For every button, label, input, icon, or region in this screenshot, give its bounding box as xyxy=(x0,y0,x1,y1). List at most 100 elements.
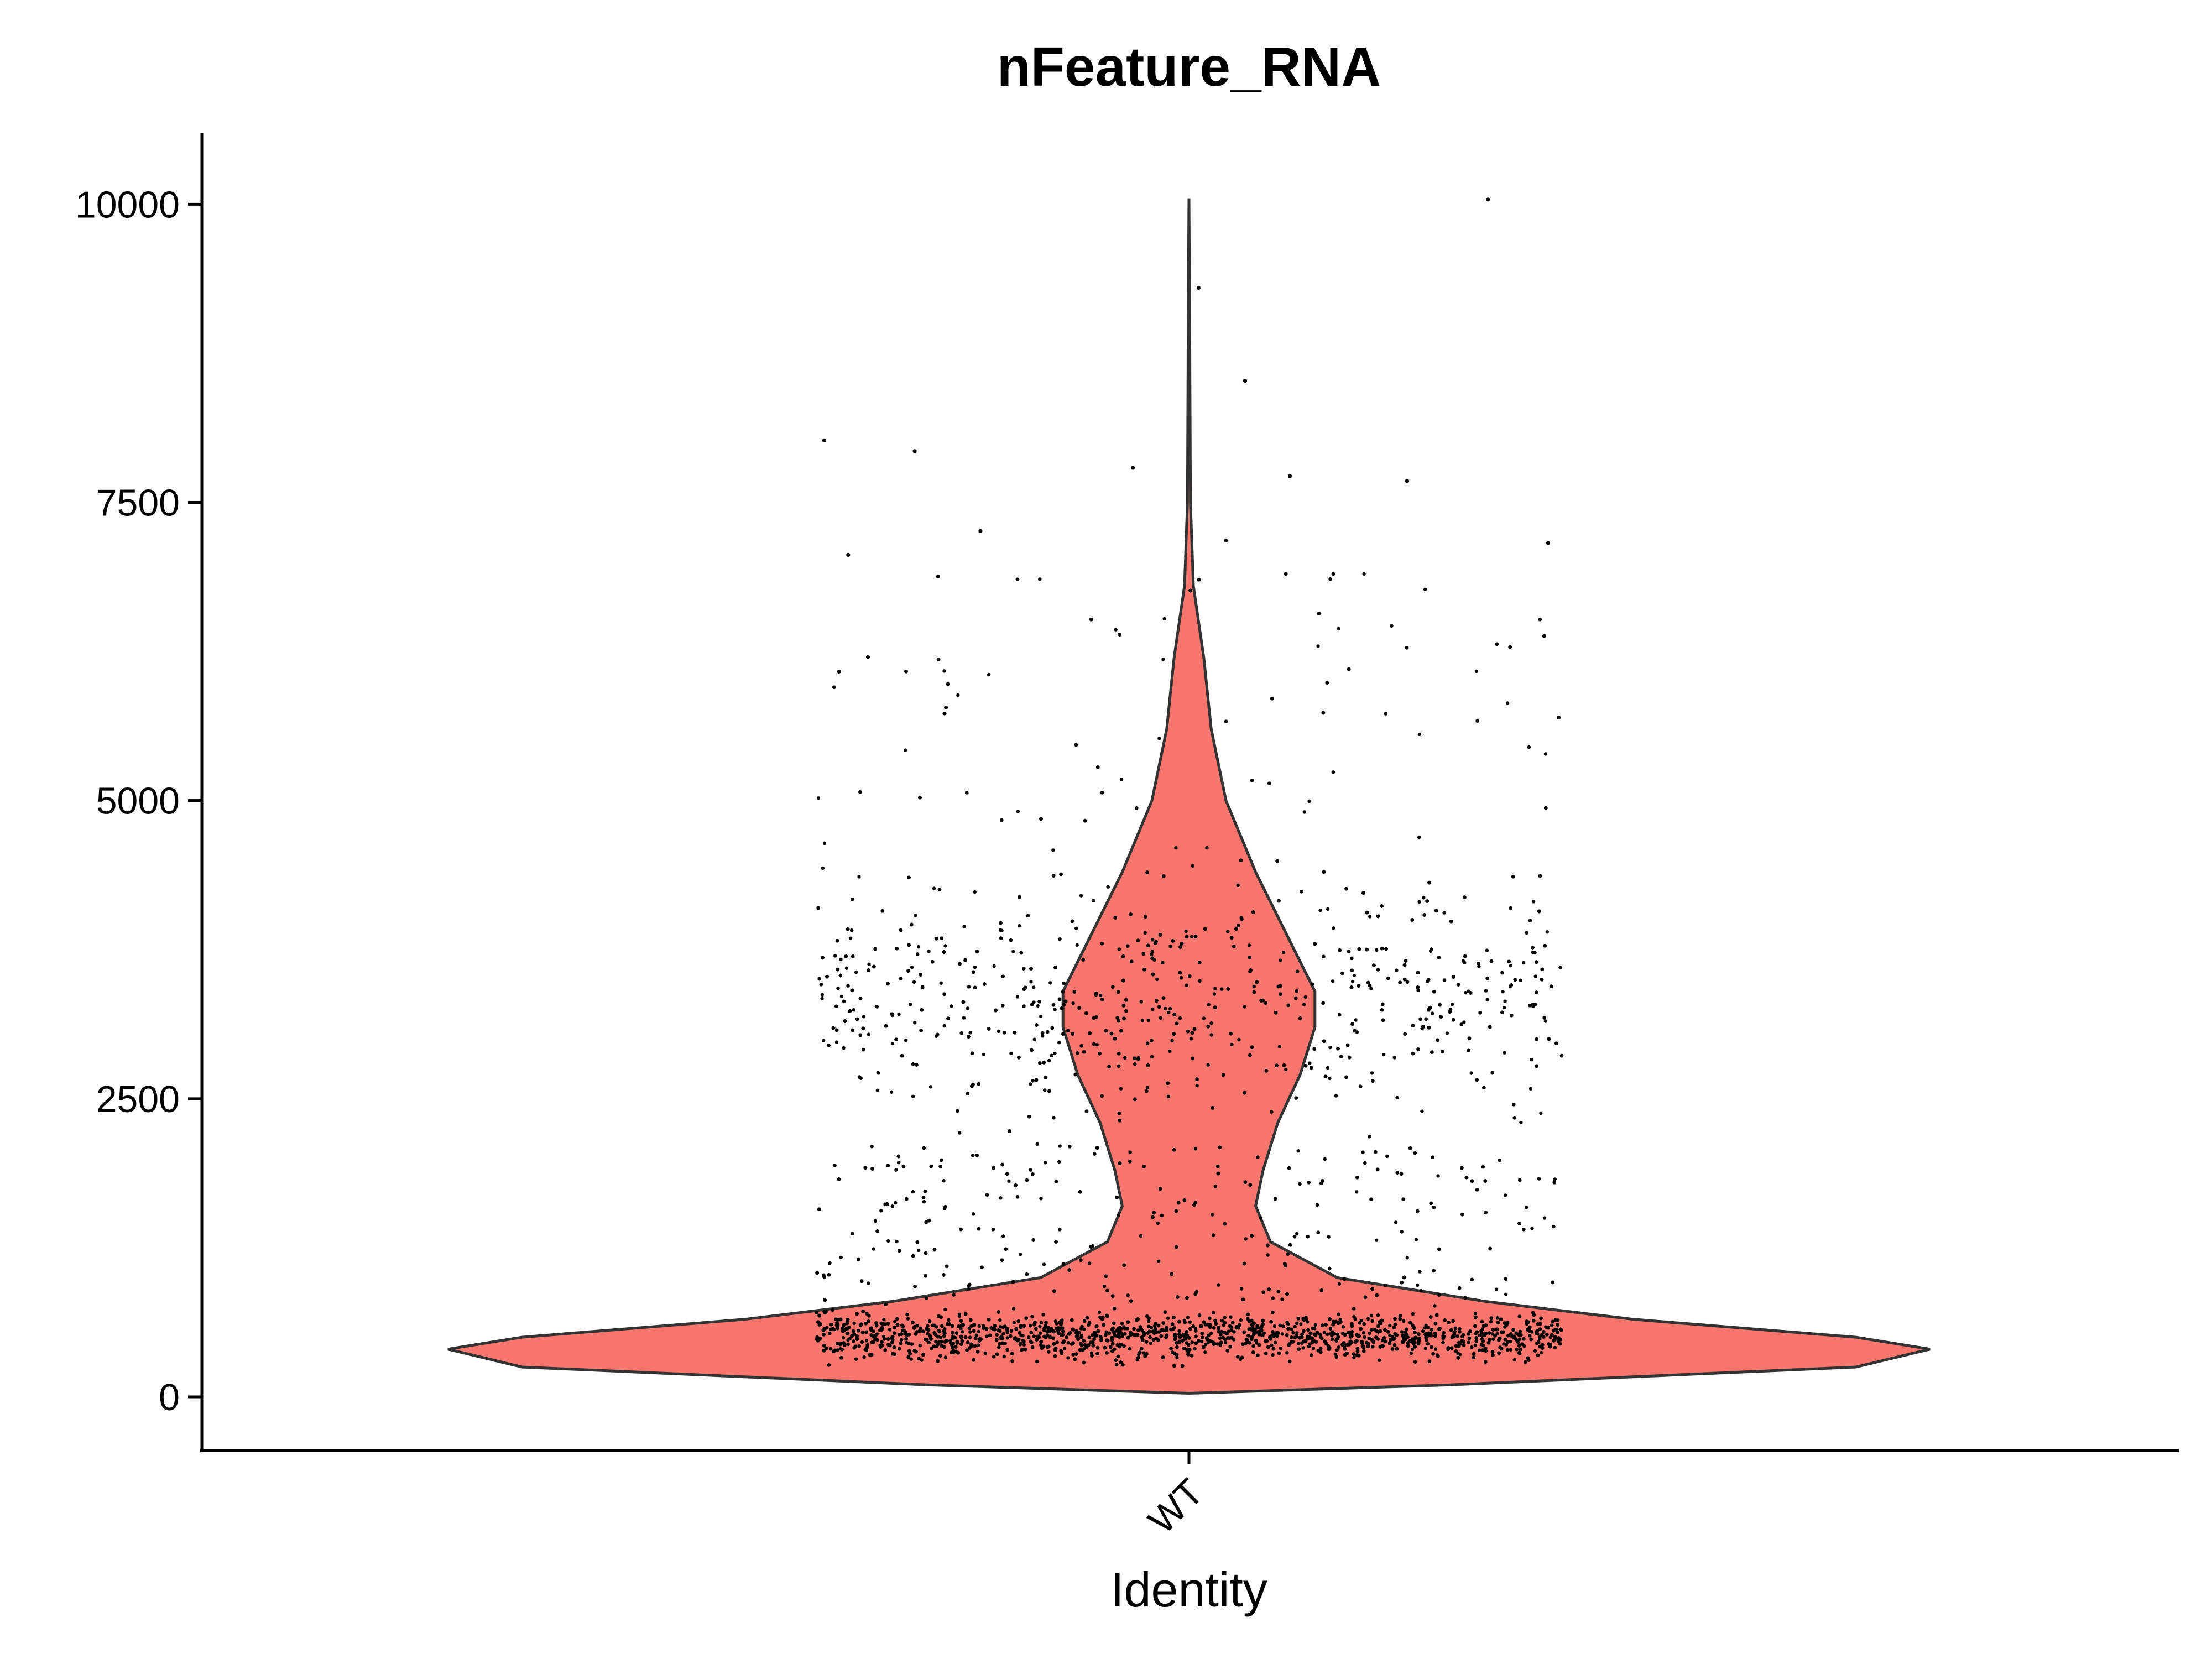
data-point xyxy=(862,1015,866,1019)
data-point xyxy=(820,997,824,1001)
data-point xyxy=(1552,1224,1556,1229)
data-point xyxy=(1002,1354,1006,1359)
data-point xyxy=(1128,1150,1132,1154)
data-point xyxy=(897,1161,901,1165)
data-point xyxy=(1326,907,1330,911)
data-point xyxy=(1395,1095,1399,1100)
data-point xyxy=(938,1335,943,1340)
data-point xyxy=(893,1319,897,1324)
data-point xyxy=(1239,1287,1244,1291)
data-point xyxy=(1190,935,1194,939)
data-point xyxy=(1087,1261,1092,1265)
data-point xyxy=(950,1004,953,1008)
data-point xyxy=(1528,1334,1532,1338)
data-point xyxy=(1481,1348,1485,1352)
data-point xyxy=(1043,1161,1047,1165)
data-point xyxy=(1533,974,1537,978)
data-point xyxy=(911,1094,915,1099)
data-point xyxy=(922,1200,926,1204)
data-point xyxy=(1380,1008,1384,1012)
data-point xyxy=(1209,1021,1213,1025)
data-point xyxy=(1521,961,1526,965)
data-point xyxy=(1016,1319,1020,1323)
data-point xyxy=(1053,1051,1057,1056)
data-point xyxy=(1505,1348,1510,1352)
data-point xyxy=(1469,1071,1473,1075)
data-point xyxy=(1159,1016,1162,1020)
data-point xyxy=(1209,1331,1213,1335)
data-point xyxy=(1022,1343,1026,1347)
data-point xyxy=(937,1329,941,1334)
data-point xyxy=(1474,669,1478,674)
data-point xyxy=(1378,1358,1381,1362)
data-point xyxy=(842,1046,846,1050)
data-point xyxy=(1218,1336,1222,1340)
data-point xyxy=(1293,1324,1297,1329)
data-point xyxy=(1361,1331,1366,1335)
data-point xyxy=(1307,1181,1311,1185)
data-point xyxy=(1318,1333,1322,1337)
data-point xyxy=(854,1357,858,1361)
data-point xyxy=(839,1255,843,1260)
data-point xyxy=(870,1145,874,1149)
data-point xyxy=(1018,1253,1022,1256)
data-point xyxy=(1494,1287,1499,1291)
data-point xyxy=(828,1347,833,1351)
data-point xyxy=(1500,971,1504,975)
data-point xyxy=(1301,1329,1306,1334)
data-point xyxy=(927,950,931,953)
data-point xyxy=(1352,1352,1355,1356)
data-point xyxy=(1239,1318,1243,1322)
data-point xyxy=(1509,1339,1512,1344)
data-point xyxy=(1381,1338,1385,1343)
data-point xyxy=(1039,1197,1043,1201)
data-point xyxy=(1117,1064,1121,1068)
data-point xyxy=(1030,1314,1034,1319)
data-point xyxy=(1301,1346,1305,1350)
data-point xyxy=(1503,1193,1507,1197)
data-point xyxy=(1427,978,1431,982)
data-point xyxy=(1212,992,1217,996)
data-point xyxy=(1204,1342,1208,1347)
data-point xyxy=(957,1312,962,1316)
data-point xyxy=(916,952,920,956)
data-point xyxy=(1035,1359,1039,1364)
data-point xyxy=(1145,1089,1149,1093)
data-point xyxy=(1047,1350,1051,1354)
data-point xyxy=(1376,968,1380,972)
data-point xyxy=(1265,1339,1269,1343)
data-point xyxy=(1162,617,1166,621)
data-point xyxy=(1229,1315,1233,1319)
data-point xyxy=(1368,984,1372,988)
data-point xyxy=(997,1029,1001,1034)
data-point xyxy=(942,1179,946,1183)
data-point xyxy=(1175,1355,1179,1360)
data-point xyxy=(1203,1350,1207,1354)
data-point xyxy=(1133,1062,1137,1066)
data-point xyxy=(1498,1158,1501,1162)
data-point xyxy=(1322,1331,1327,1334)
data-point xyxy=(1417,900,1421,904)
data-point xyxy=(1495,1332,1499,1336)
data-point xyxy=(1539,1111,1543,1115)
data-point xyxy=(1256,1155,1260,1159)
data-point xyxy=(1194,1334,1198,1338)
data-point xyxy=(1537,1177,1541,1181)
data-point xyxy=(1157,1259,1161,1263)
data-point xyxy=(1332,926,1335,930)
data-point xyxy=(961,1330,964,1334)
data-point xyxy=(1533,951,1537,955)
data-point xyxy=(1453,1330,1457,1334)
data-point xyxy=(875,1088,880,1093)
data-point xyxy=(1139,1000,1143,1004)
data-point xyxy=(1009,1051,1013,1056)
data-point xyxy=(1209,1033,1213,1037)
data-point xyxy=(1275,1334,1279,1338)
data-point xyxy=(1066,1341,1070,1345)
data-point xyxy=(1168,1049,1172,1053)
data-point xyxy=(1455,1334,1459,1338)
data-point xyxy=(971,1212,975,1216)
data-point xyxy=(1226,930,1230,933)
data-point xyxy=(889,1090,894,1094)
data-point xyxy=(1394,1220,1398,1224)
